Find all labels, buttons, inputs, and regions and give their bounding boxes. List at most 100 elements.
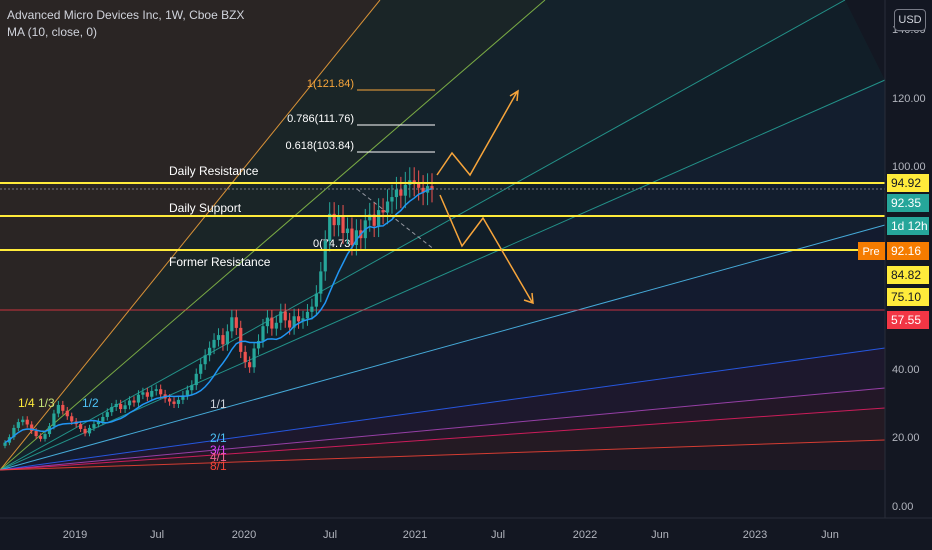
candle-body <box>403 184 407 196</box>
candle-body <box>385 201 390 213</box>
x-axis-tick: 2019 <box>63 529 87 541</box>
candle-body <box>141 392 145 395</box>
candle-body <box>310 306 314 312</box>
candle-body <box>43 434 47 439</box>
candle-body <box>208 347 212 356</box>
fib-level-label: 0(74.73) <box>313 238 354 250</box>
candle-body <box>252 348 256 368</box>
candle-body <box>377 210 381 226</box>
candle-body <box>38 436 43 439</box>
x-axis-tick: 2022 <box>573 529 597 541</box>
candle-body <box>56 404 60 414</box>
gann-fan-label: 2/1 <box>210 431 227 445</box>
gann-fan-label: 1/2 <box>82 396 99 410</box>
price-label: 1d 12h <box>891 219 928 233</box>
candle-body <box>52 413 56 427</box>
candle-body <box>70 416 74 422</box>
price-label-bg <box>887 288 929 306</box>
candle-body <box>328 213 332 241</box>
gann-fan-zone <box>0 0 885 470</box>
indicator-legend[interactable]: MA (10, close, 0) <box>7 25 98 39</box>
candle-body <box>221 335 225 345</box>
candle-body <box>172 401 176 404</box>
level-label: Former Resistance <box>169 255 271 269</box>
candle-body <box>341 216 345 234</box>
level-label: Daily Resistance <box>169 164 259 178</box>
candle-body <box>114 403 118 408</box>
candle-body <box>145 392 149 397</box>
gann-fan <box>0 0 886 471</box>
candle-body <box>199 364 203 374</box>
price-label-bg <box>887 266 929 284</box>
y-axis-tick: 120.00 <box>892 93 926 105</box>
gann-fan-label: 4/1 <box>210 450 227 464</box>
candle-body <box>92 424 96 428</box>
candle-body <box>25 419 29 425</box>
candle-body <box>399 189 403 196</box>
fib-trend-line <box>356 188 436 251</box>
gann-fan-label: 1/4 <box>18 396 35 410</box>
gann-fan-line <box>0 0 546 471</box>
candle-body <box>292 316 296 328</box>
pre-market-label: Pre <box>862 246 879 258</box>
price-label: 94.92 <box>891 176 921 190</box>
candle-body <box>190 385 194 391</box>
candle-body <box>390 197 394 202</box>
gann-fan-line <box>0 0 381 471</box>
currency-button[interactable]: USD <box>894 9 926 31</box>
candle-body <box>234 317 238 328</box>
candle-body <box>203 355 207 365</box>
candle-body <box>288 320 292 328</box>
candle-body <box>105 412 109 417</box>
chart-title: Advanced Micro Devices Inc, 1W, Cboe BZX <box>7 8 245 22</box>
x-axis-tick: Jul <box>150 529 164 541</box>
gann-fan-line <box>0 439 886 471</box>
bearish-path-arrow <box>439 194 533 303</box>
candle-body <box>279 311 283 323</box>
price-label-bg <box>887 174 929 192</box>
candle-body <box>21 419 25 423</box>
candle-body <box>336 216 341 226</box>
candle-body <box>354 230 358 246</box>
fib-level-label: 1(121.84) <box>307 78 354 90</box>
gann-fan-label: 8/1 <box>210 459 227 473</box>
arrow-head <box>523 292 534 305</box>
candle-body <box>16 422 20 428</box>
candle-body <box>239 327 243 352</box>
y-axis-tick: 100.00 <box>892 161 926 173</box>
gann-fan-line <box>0 387 886 471</box>
gann-fan-label: 1/1 <box>210 397 227 411</box>
price-label: 92.16 <box>891 244 921 258</box>
candle-body <box>176 399 181 404</box>
candle-body <box>319 271 323 294</box>
candle-body <box>265 317 270 327</box>
candle-body <box>34 430 38 437</box>
gann-fan-line <box>0 407 886 471</box>
candle-body <box>256 340 261 349</box>
candle-body <box>417 183 421 188</box>
candle-body <box>61 404 65 411</box>
candle-body <box>87 427 92 434</box>
candle-body <box>230 317 234 332</box>
candle-body <box>79 424 83 429</box>
y-axis-tick: 40.00 <box>892 364 920 376</box>
ma-line <box>4 187 433 444</box>
price-label-bg <box>887 311 929 329</box>
gann-fan-label: 1/3 <box>38 396 55 410</box>
price-label: 57.55 <box>891 313 921 327</box>
fib-level-label: 0.786(111.76) <box>287 113 354 125</box>
candle-body <box>305 311 310 319</box>
price-label-bg <box>887 194 929 212</box>
x-axis-tick: 2020 <box>232 529 256 541</box>
x-axis-tick: 2021 <box>403 529 427 541</box>
candle-body <box>421 187 425 193</box>
x-axis-tick: Jun <box>651 529 669 541</box>
candle-body <box>154 389 158 391</box>
candle-body <box>3 442 7 446</box>
candle-body <box>101 416 105 422</box>
x-axis-tick: 2023 <box>743 529 767 541</box>
candle-body <box>212 339 216 348</box>
